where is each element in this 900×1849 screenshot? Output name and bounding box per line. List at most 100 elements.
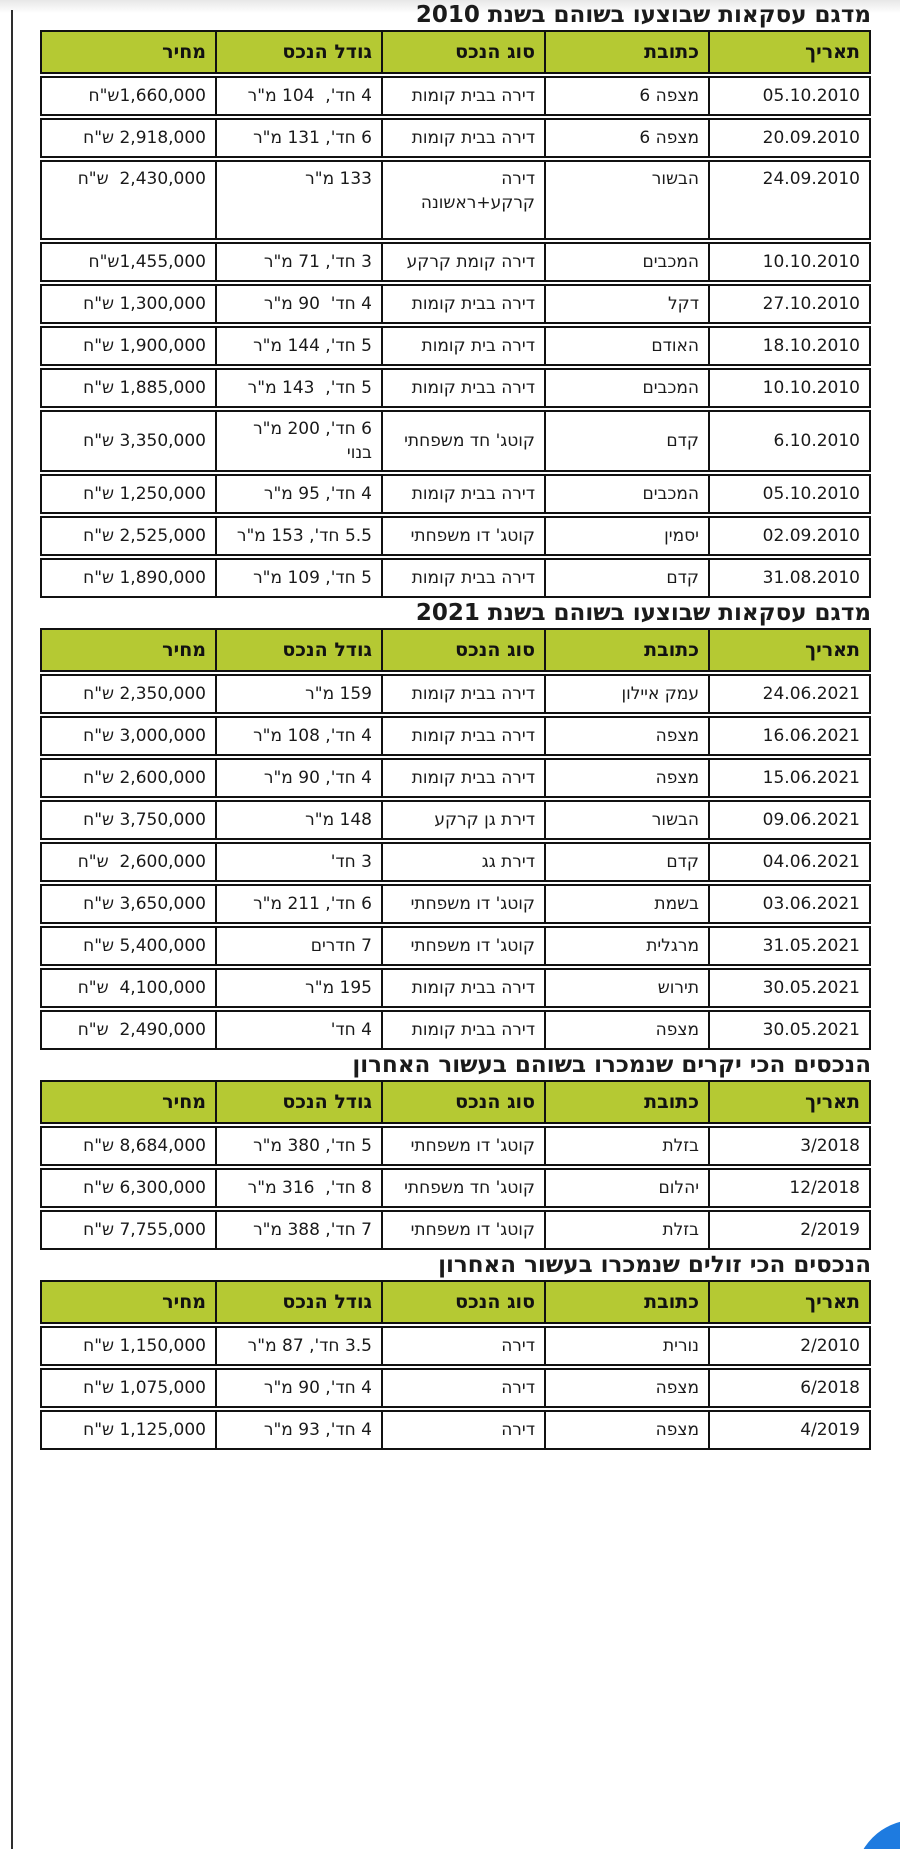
table-cell: מרגלית	[544, 928, 708, 964]
table-cell: 4 חד', 93 מ"ר	[215, 1412, 381, 1448]
table-row: 15.06.2021 מצפה דירה בבית קומות 4 חד', 90 מ…	[40, 758, 871, 798]
table-row: 24.06.2021 עמק איילון דירה בבית קומות 159 מ…	[40, 674, 871, 714]
table-cell: 4 חד', 104 מ"ר	[215, 78, 381, 114]
transactions-table-2010: תאריך כתובת סוג הנכס גודל הנכס מחיר 05.10.201…	[40, 30, 871, 598]
header-cell: סוג הנכס	[381, 630, 544, 670]
table-cell: 6.10.2010	[708, 412, 869, 470]
table-cell: תירוש	[544, 970, 708, 1006]
table-row: 2/2019 בזלת קוטג' דו משפחתי 7 חד', 388 מ"ר 7…	[40, 1210, 871, 1250]
table-cell: מצפה 6	[544, 78, 708, 114]
table-cell: דירה בבית קומות	[381, 718, 544, 754]
table-cell: האודם	[544, 328, 708, 364]
section-2010-sample: מדגם עסקאות שבוצעו בשוהם בשנת 2010 תאריך…	[40, 0, 871, 598]
table-cell: דירת גן קרקע	[381, 802, 544, 838]
table-cell: מצפה	[544, 1012, 708, 1048]
table-cell: 4,100,000 ש"ח	[77, 978, 206, 998]
table-cell: דירה בבית קומות	[381, 970, 544, 1006]
table-cell: 30.05.2021	[708, 970, 869, 1006]
table-cell: 195 מ"ר	[215, 970, 381, 1006]
table-cell: 3 חד', 71 מ"ר	[215, 244, 381, 280]
header-cell: תאריך	[708, 1082, 869, 1122]
table-cell: 15.06.2021	[708, 760, 869, 796]
table-cell: 2,430,000 ש"ח	[77, 169, 206, 189]
table-row: 4/2019 מצפה דירה 4 חד', 93 מ"ר 1,125,000 ש"ח	[40, 1410, 871, 1450]
table-cell: 7 חדרים	[215, 928, 381, 964]
table-cell: 148 מ"ר	[215, 802, 381, 838]
table-cell: דירה בבית קומות	[381, 476, 544, 512]
table-cell: 10.10.2010	[708, 244, 869, 280]
table-cell: 2,525,000 ש"ח	[83, 526, 206, 546]
table-cell: קוטג' חד משפחתי	[381, 412, 544, 470]
header-cell: מחיר	[162, 1291, 206, 1313]
page-left-border-line	[11, 10, 13, 1849]
table-cell: 6 חד', 131 מ"ר	[215, 120, 381, 156]
table-cell: קוטג' דו משפחתי	[381, 1212, 544, 1248]
header-cell: תאריך	[708, 1282, 869, 1322]
table-cell: 4 חד' 90 מ"ר	[215, 286, 381, 322]
section-title-2021: מדגם עסקאות שבוצעו בשוהם בשנת 2021	[415, 600, 871, 626]
page-content: מדגם עסקאות שבוצעו בשוהם בשנת 2010 תאריך…	[40, 0, 871, 1450]
table-cell: בזלת	[544, 1212, 708, 1248]
table-cell: 12/2018	[708, 1170, 869, 1206]
table-cell: המכבים	[544, 370, 708, 406]
table-header-row: תאריך כתובת סוג הנכס גודל הנכס מחיר	[40, 628, 871, 672]
section-most-expensive: הנכסים הכי יקרים שנמכרו בשוהם בעשור האחר…	[40, 1050, 871, 1250]
table-cell: דירה קרקע+ראשונה	[381, 162, 544, 238]
table-cell: 8 חד', 316 מ"ר	[215, 1170, 381, 1206]
table-row: 16.06.2021 מצפה דירה בבית קומות 4 חד', 108 …	[40, 716, 871, 756]
header-cell: כתובת	[544, 1082, 708, 1122]
table-cell: 5 חד', 143 מ"ר	[215, 370, 381, 406]
table-cell: דירה קומת קרקע	[381, 244, 544, 280]
table-row: 04.06.2021 קדם דירת גג 3 חד' 2,600,000 ש"ח	[40, 842, 871, 882]
header-cell: מחיר	[162, 639, 206, 661]
table-cell: 05.10.2010	[708, 78, 869, 114]
table-cell: 6,300,000 ש"ח	[83, 1178, 206, 1198]
table-cell: 6 חד', 211 מ"ר	[215, 886, 381, 922]
table-cell: 10.10.2010	[708, 370, 869, 406]
header-cell: גודל הנכס	[215, 32, 381, 72]
section-title-cheapest: הנכסים הכי זולים שנמכרו בעשור האחרון	[438, 1252, 871, 1278]
table-cell: 4 חד'	[215, 1012, 381, 1048]
table-row: 3/2018 בזלת קוטג' דו משפחתי 5 חד', 380 מ"ר 8…	[40, 1126, 871, 1166]
header-cell: כתובת	[544, 32, 708, 72]
header-cell: כתובת	[544, 630, 708, 670]
header-cell: תאריך	[708, 32, 869, 72]
table-cell: 3,350,000 ש"ח	[83, 431, 206, 451]
table-row: 12/2018 יהלום קוטג' חד משפחתי 8 חד', 316 מ"…	[40, 1168, 871, 1208]
header-cell: גודל הנכס	[215, 1082, 381, 1122]
table-cell: 5 חד', 380 מ"ר	[215, 1128, 381, 1164]
table-row: 6.10.2010 קדם קוטג' חד משפחתי 6 חד', 200 מ"…	[40, 410, 871, 472]
header-cell: תאריך	[708, 630, 869, 670]
table-cell: 24.06.2021	[708, 676, 869, 712]
table-cell: 1,890,000 ש"ח	[83, 568, 206, 588]
cheapest-table: תאריך כתובת סוג הנכס גודל הנכס מחיר 2/2010 נור…	[40, 1280, 871, 1450]
table-cell: 5 חד', 109 מ"ר	[215, 560, 381, 596]
table-cell: דירה בבית קומות	[381, 286, 544, 322]
header-cell: מחיר	[162, 1091, 206, 1113]
table-cell: קוטג' חד משפחתי	[381, 1170, 544, 1206]
table-row: 24.09.2010 הבשור דירה קרקע+ראשונה 133 מ"ר 2,…	[40, 160, 871, 240]
table-cell: דירה בבית קומות	[381, 760, 544, 796]
table-cell: בשמת	[544, 886, 708, 922]
most-expensive-table: תאריך כתובת סוג הנכס גודל הנכס מחיר 3/2018 בזל…	[40, 1080, 871, 1250]
table-cell: 1,150,000 ש"ח	[83, 1336, 206, 1356]
table-row: 2/2010 נורית דירה 3.5 חד', 87 מ"ר 1,150,000 …	[40, 1326, 871, 1366]
table-cell: 2,490,000 ש"ח	[77, 1020, 206, 1040]
page-top-shadow	[0, 0, 900, 13]
table-cell: 5 חד', 144 מ"ר	[215, 328, 381, 364]
table-cell: 3.5 חד', 87 מ"ר	[215, 1328, 381, 1364]
table-cell: 8,684,000 ש"ח	[83, 1136, 206, 1156]
table-cell: 1,250,000 ש"ח	[83, 484, 206, 504]
table-cell: יסמין	[544, 518, 708, 554]
table-cell: 05.10.2010	[708, 476, 869, 512]
table-cell: מצפה 6	[544, 120, 708, 156]
table-cell: 20.09.2010	[708, 120, 869, 156]
table-cell: 3,650,000 ש"ח	[83, 894, 206, 914]
table-cell: קדם	[544, 844, 708, 880]
table-cell: דירה בבית קומות	[381, 676, 544, 712]
table-cell: 31.08.2010	[708, 560, 869, 596]
section-cheapest: הנכסים הכי זולים שנמכרו בעשור האחרון תאר…	[40, 1250, 871, 1450]
table-cell: 3,750,000 ש"ח	[83, 810, 206, 830]
table-cell: 1,075,000 ש"ח	[83, 1378, 206, 1398]
table-cell: 02.09.2010	[708, 518, 869, 554]
